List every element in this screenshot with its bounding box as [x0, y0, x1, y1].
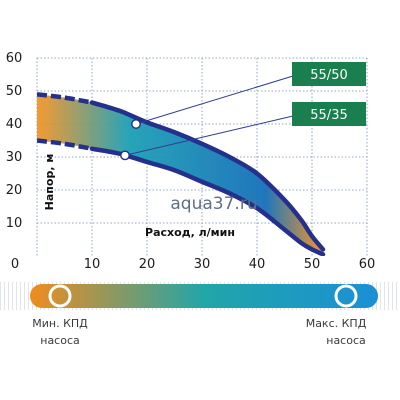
y-tick-label: 50	[6, 84, 23, 99]
curve-lower-dashed-segment	[37, 138, 93, 151]
curve-marker-point	[120, 150, 130, 161]
axis-ticks: 0 10 20 30 40 50 60 10 20 30 40 50 60	[6, 51, 376, 272]
leader-line	[124, 115, 294, 156]
operating-band	[37, 94, 323, 255]
min-efficiency-icon	[48, 284, 72, 308]
x-tick-label: 20	[139, 257, 156, 272]
max-efficiency-icon	[334, 284, 358, 308]
x-axis-label: Расход, л/мин	[145, 226, 235, 239]
min-efficiency-label-line2: насоса	[40, 334, 80, 347]
curve-upper-dashed-segment	[37, 92, 93, 105]
curve-markers	[120, 119, 141, 161]
max-efficiency-label-line2: насоса	[326, 334, 366, 347]
x-tick-label: 30	[194, 257, 211, 272]
y-tick-label: 60	[6, 51, 23, 66]
model-labels: 55/50 55/35	[292, 62, 366, 126]
y-tick-label: 30	[6, 150, 23, 165]
y-tick-label: 20	[6, 183, 23, 198]
model-label-text: 55/50	[310, 68, 347, 83]
y-axis-label: Напор, м	[43, 154, 56, 211]
max-efficiency-label-line1: Макс. КПД	[306, 317, 367, 330]
x-tick-label: 0	[11, 257, 19, 272]
performance-curves	[37, 92, 326, 256]
model-label-text: 55/35	[310, 108, 347, 123]
watermark-text: aqua37.ru	[170, 194, 257, 214]
y-tick-label: 10	[6, 216, 23, 231]
x-tick-label: 50	[304, 257, 321, 272]
curve-upper-line	[89, 100, 326, 252]
curve-lower-line	[89, 146, 326, 256]
x-tick-label: 60	[359, 257, 376, 272]
min-efficiency-label-line1: Мин. КПД	[32, 317, 88, 330]
model-label-box	[292, 102, 366, 126]
x-tick-label: 10	[84, 257, 101, 272]
y-tick-label: 40	[6, 117, 23, 132]
operating-band-fill	[37, 94, 323, 255]
leader-line	[135, 75, 294, 125]
leader-lines	[124, 75, 294, 156]
x-tick-label: 40	[249, 257, 266, 272]
curve-marker-point	[131, 119, 141, 129]
efficiency-gradient-bar	[30, 284, 378, 308]
model-label-box	[292, 62, 366, 86]
efficiency-scale: Мин. КПД насоса Макс. КПД насоса	[0, 282, 400, 347]
